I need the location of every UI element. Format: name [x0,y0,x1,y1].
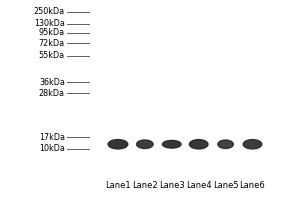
Text: 250kDa: 250kDa [34,7,65,16]
Text: Lane3: Lane3 [159,180,184,190]
Text: 72kDa: 72kDa [39,39,65,48]
Ellipse shape [189,140,208,149]
Text: Lane1: Lane1 [105,180,131,190]
Text: Lane4: Lane4 [186,180,212,190]
Text: 95kDa: 95kDa [39,28,65,37]
Ellipse shape [136,140,153,148]
Text: Lane2: Lane2 [132,180,158,190]
Ellipse shape [218,140,233,148]
Text: 17kDa: 17kDa [39,133,65,142]
Ellipse shape [163,140,181,148]
Ellipse shape [108,140,128,149]
Text: 10kDa: 10kDa [39,144,65,153]
Text: Lane6: Lane6 [240,180,266,190]
Text: 130kDa: 130kDa [34,19,65,28]
Ellipse shape [243,140,262,149]
Text: Lane5: Lane5 [213,180,238,190]
Text: 28kDa: 28kDa [39,89,65,98]
Text: 36kDa: 36kDa [39,78,65,87]
Text: 55kDa: 55kDa [39,51,65,60]
